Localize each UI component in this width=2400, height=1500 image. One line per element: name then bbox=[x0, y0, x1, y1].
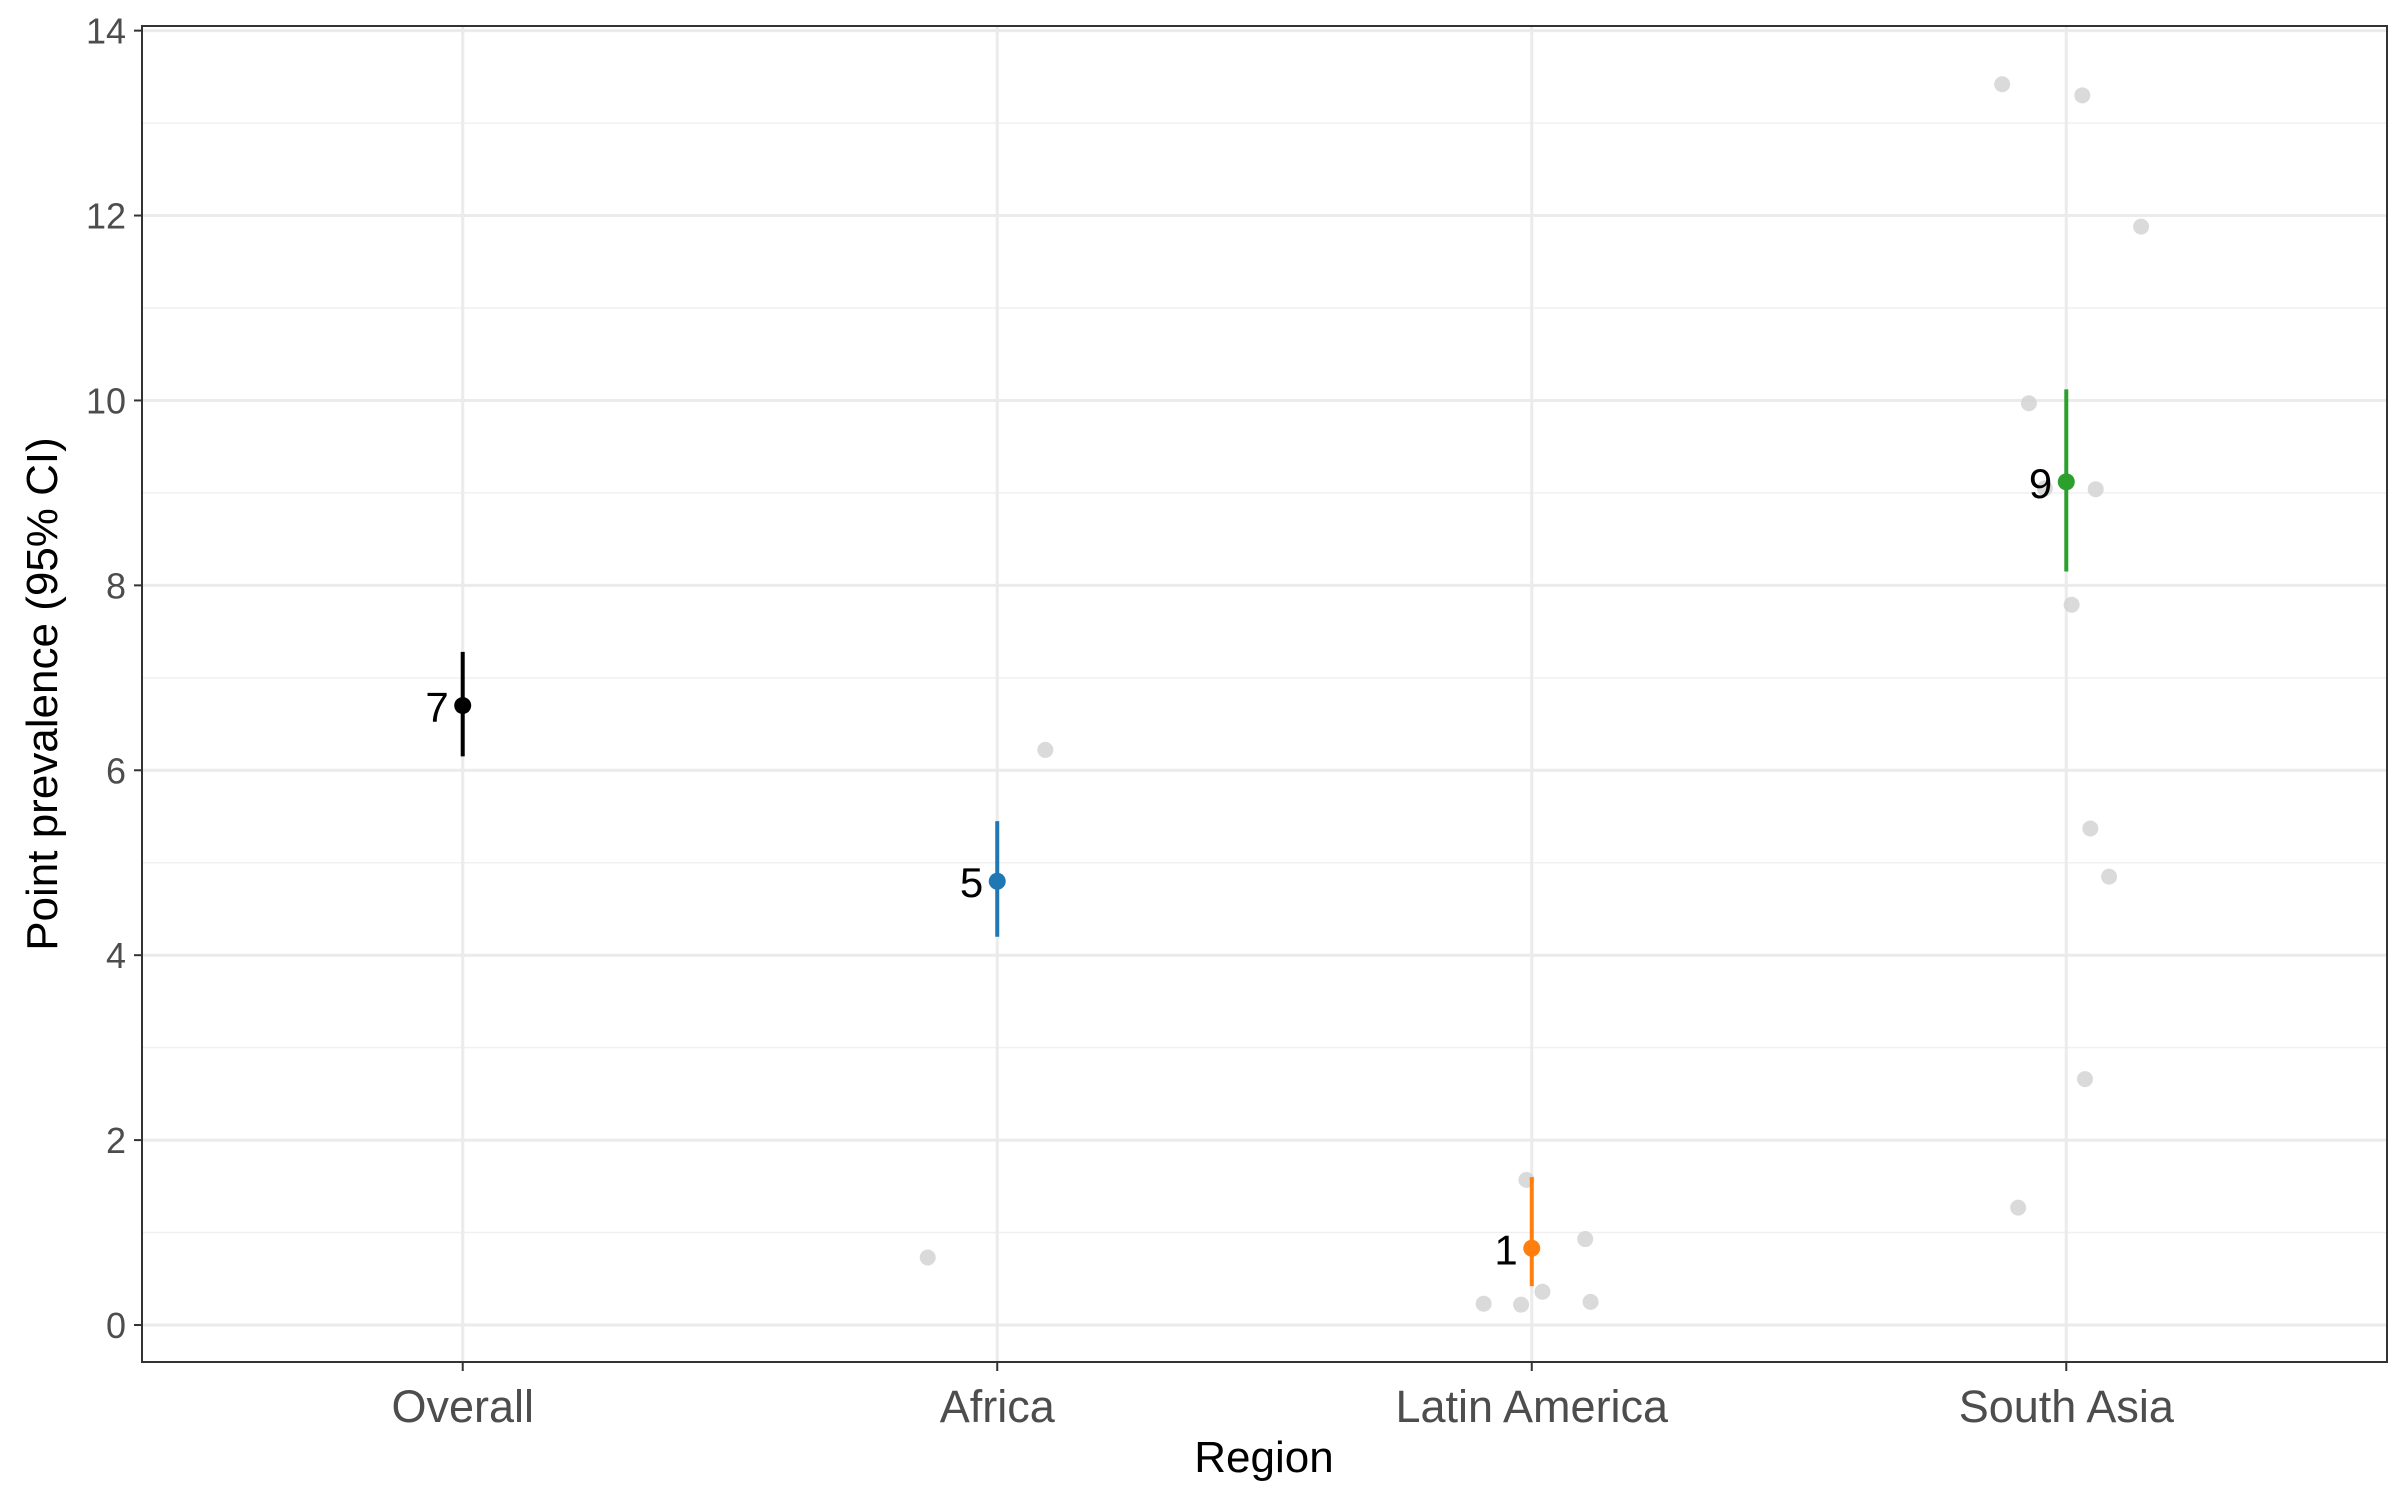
study-point bbox=[2010, 1199, 2027, 1216]
x-axis: Overall Africa Latin America South Asia bbox=[391, 1362, 2175, 1432]
estimates: 7 5 1 9 bbox=[425, 389, 2075, 1287]
panel-border bbox=[141, 25, 2388, 1363]
study-point bbox=[2101, 868, 2118, 885]
study-point bbox=[2082, 820, 2099, 837]
study-point bbox=[2063, 596, 2080, 613]
y-tick-label: 8 bbox=[106, 565, 126, 606]
y-tick-label: 4 bbox=[106, 935, 126, 976]
study-point bbox=[1475, 1295, 1492, 1312]
x-tick-label: South Asia bbox=[1959, 1381, 2175, 1432]
study-point bbox=[2087, 481, 2104, 498]
x-tick-label: Latin America bbox=[1395, 1381, 1669, 1432]
study-point bbox=[919, 1249, 936, 1266]
y-tick-label: 12 bbox=[86, 196, 126, 237]
study-point bbox=[2133, 218, 2150, 235]
study-point bbox=[1513, 1296, 1530, 1313]
estimate-label: 9 bbox=[2029, 460, 2052, 507]
y-axis-title: Point prevalence (95% CI) bbox=[18, 437, 67, 951]
grid-lines bbox=[142, 26, 2387, 1362]
estimate-point bbox=[1523, 1239, 1541, 1257]
x-tick-label: Africa bbox=[940, 1381, 1056, 1432]
x-axis-title: Region bbox=[1194, 1433, 1333, 1482]
study-point bbox=[2036, 480, 2053, 497]
study-point bbox=[2020, 395, 2037, 412]
estimate-point bbox=[988, 872, 1006, 890]
study-point bbox=[1582, 1293, 1599, 1310]
y-tick-label: 14 bbox=[86, 11, 126, 52]
study-point bbox=[2076, 1071, 2093, 1088]
study-point bbox=[1577, 1231, 1594, 1248]
study-point bbox=[1994, 76, 2011, 93]
study-point bbox=[1534, 1283, 1551, 1300]
y-axis: 0 2 4 6 8 10 12 14 bbox=[86, 11, 142, 1346]
y-tick-label: 0 bbox=[106, 1305, 126, 1346]
y-tick-label: 2 bbox=[106, 1120, 126, 1161]
study-points bbox=[919, 76, 2150, 1313]
study-point bbox=[1037, 741, 1054, 758]
y-tick-label: 6 bbox=[106, 750, 126, 791]
estimate-label: 5 bbox=[960, 859, 983, 906]
estimate-point bbox=[2057, 473, 2075, 491]
x-tick-label: Overall bbox=[391, 1381, 534, 1432]
estimate-label: 1 bbox=[1494, 1226, 1517, 1273]
study-point bbox=[2074, 87, 2091, 104]
estimate-point bbox=[454, 697, 472, 715]
y-tick-label: 10 bbox=[86, 380, 126, 421]
estimate-label: 7 bbox=[425, 684, 448, 731]
